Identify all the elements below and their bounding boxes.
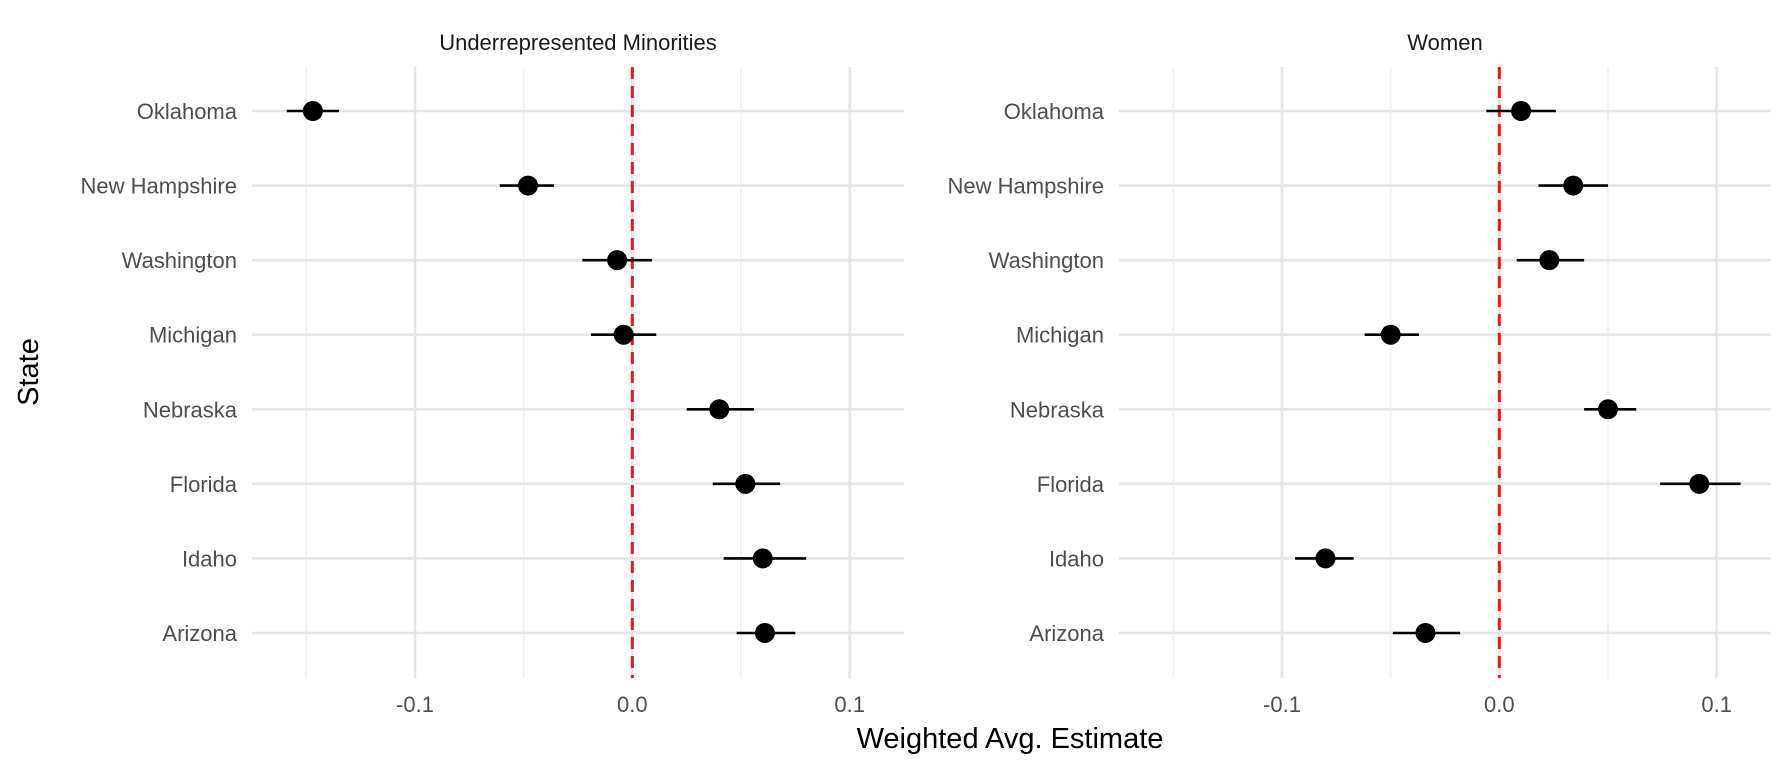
estimate-point: [709, 399, 730, 420]
y-axis-title: State: [13, 338, 45, 406]
x-tick-label: -0.1: [1263, 692, 1301, 717]
estimate-point: [1511, 101, 1532, 121]
state-label: Arizona: [1029, 621, 1104, 646]
estimate-point: [752, 548, 773, 569]
estimate-point: [1689, 473, 1710, 494]
x-tick-label: 0.1: [1701, 692, 1732, 717]
x-tick-label: 0.1: [834, 692, 865, 717]
panel-title: Underrepresented Minorities: [439, 30, 717, 55]
estimate-point: [754, 622, 775, 643]
state-label: Florida: [1037, 472, 1105, 497]
state-label: Oklahoma: [137, 99, 238, 124]
state-label: Idaho: [182, 546, 237, 571]
state-label: Arizona: [162, 621, 237, 646]
estimate-point: [1563, 175, 1584, 196]
state-label: Nebraska: [1010, 397, 1105, 422]
state-label: Idaho: [1049, 546, 1104, 571]
state-label: Washington: [122, 248, 237, 273]
x-tick-label: -0.1: [396, 692, 434, 717]
state-label: Washington: [989, 248, 1104, 273]
state-label: Michigan: [149, 323, 237, 348]
state-label: Michigan: [1016, 323, 1104, 348]
estimate-point: [735, 473, 756, 494]
estimate-point: [1380, 324, 1401, 345]
estimate-point: [518, 175, 539, 196]
state-label: New Hampshire: [81, 174, 238, 199]
state-label: Florida: [170, 472, 238, 497]
estimate-point: [607, 250, 628, 271]
estimate-point: [1598, 399, 1618, 420]
estimate-point: [1415, 622, 1436, 643]
estimate-point: [1539, 250, 1560, 271]
panel-title: Women: [1407, 30, 1482, 55]
x-tick-label: 0.0: [1484, 692, 1515, 717]
estimate-point: [1315, 548, 1336, 569]
state-label: Oklahoma: [1004, 99, 1105, 124]
x-tick-label: 0.0: [617, 692, 648, 717]
estimate-point: [613, 324, 634, 345]
estimate-point: [302, 101, 323, 121]
state-label: Nebraska: [143, 397, 238, 422]
state-label: New Hampshire: [948, 174, 1105, 199]
x-axis-title: Weighted Avg. Estimate: [857, 723, 1164, 755]
